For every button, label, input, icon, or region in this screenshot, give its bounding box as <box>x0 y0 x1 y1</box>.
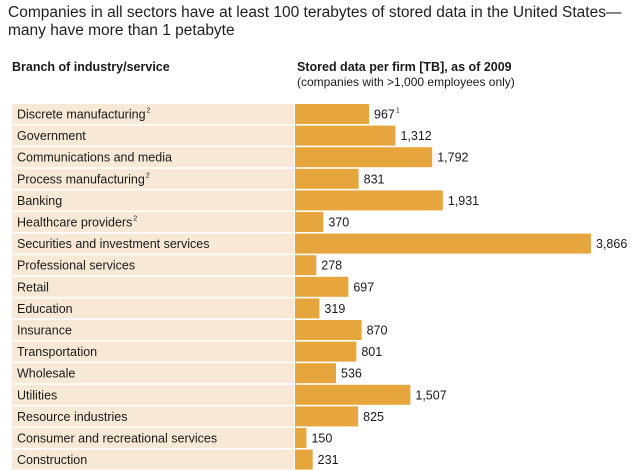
bar <box>295 168 359 189</box>
category-label: Utilities <box>17 388 57 402</box>
category-label: Transportation <box>17 345 97 359</box>
category-label: Banking <box>17 194 62 208</box>
row-band <box>12 212 294 232</box>
value-label: 697 <box>353 280 374 294</box>
row-band <box>12 428 294 448</box>
value-column-subtitle: (companies with >1,000 employees only) <box>297 75 515 89</box>
row-band <box>12 104 294 124</box>
category-label: Construction <box>17 453 87 467</box>
value-label: 319 <box>324 302 345 316</box>
value-label: 278 <box>321 259 342 273</box>
bar <box>295 104 370 124</box>
category-label: Professional services <box>17 259 135 273</box>
value-label: 870 <box>367 324 388 338</box>
category-label: Insurance <box>17 324 72 338</box>
bar <box>295 406 359 427</box>
row-band <box>12 190 294 211</box>
category-label: Retail <box>17 280 49 294</box>
bar <box>295 190 443 211</box>
category-footnote: 2 <box>133 216 137 223</box>
row-band <box>12 384 294 405</box>
category-label: Government <box>17 129 86 143</box>
value-label: 967 <box>374 108 395 122</box>
row-band <box>12 449 294 470</box>
category-label: Communications and media <box>17 151 172 165</box>
value-label: 370 <box>328 216 349 230</box>
bar <box>295 147 433 168</box>
row-band <box>12 406 294 427</box>
bar <box>295 363 337 384</box>
bar <box>295 212 324 232</box>
row-band <box>12 276 294 297</box>
row-band <box>12 147 294 168</box>
row-band <box>12 320 294 340</box>
row-band <box>12 168 294 189</box>
value-column-header: Stored data per firm [TB], as of 2009 (c… <box>297 60 515 90</box>
bar <box>295 125 396 146</box>
category-label: Process manufacturing <box>17 172 145 186</box>
value-label: 1,792 <box>437 151 468 165</box>
bar <box>295 255 317 276</box>
bar <box>295 298 320 319</box>
value-column-title: Stored data per firm [TB], as of 2009 <box>297 60 512 74</box>
value-label: 1,312 <box>400 129 431 143</box>
value-label: 831 <box>364 172 385 186</box>
category-column-header: Branch of industry/service <box>12 60 170 74</box>
category-footnote: 2 <box>147 108 151 115</box>
value-label: 1,931 <box>448 194 479 208</box>
bar <box>295 233 591 254</box>
value-label: 3,866 <box>596 237 627 251</box>
value-label: 231 <box>318 453 339 467</box>
bar <box>295 428 307 448</box>
bar <box>295 320 362 340</box>
value-label: 801 <box>361 345 382 359</box>
value-footnote: 1 <box>396 108 400 115</box>
value-label: 536 <box>341 367 362 381</box>
category-label: Wholesale <box>17 367 75 381</box>
row-band <box>12 125 294 146</box>
category-label: Consumer and recreational services <box>17 432 217 446</box>
category-label: Discrete manufacturing <box>17 108 146 122</box>
value-label: 1,507 <box>415 388 446 402</box>
category-label: Resource industries <box>17 410 127 424</box>
bar <box>295 276 349 297</box>
row-band <box>12 363 294 384</box>
bar <box>295 384 411 405</box>
category-label: Education <box>17 302 73 316</box>
bar <box>295 341 357 362</box>
value-label: 825 <box>363 410 384 424</box>
row-band <box>12 255 294 276</box>
row-band <box>12 341 294 362</box>
value-label: 150 <box>311 432 332 446</box>
chart-title: Companies in all sectors have at least 1… <box>8 4 622 39</box>
category-footnote: 2 <box>146 172 150 179</box>
category-label: Securities and investment services <box>17 237 209 251</box>
category-label: Healthcare providers <box>17 216 132 230</box>
bar <box>295 449 313 470</box>
row-band <box>12 298 294 319</box>
row-band <box>12 233 294 254</box>
